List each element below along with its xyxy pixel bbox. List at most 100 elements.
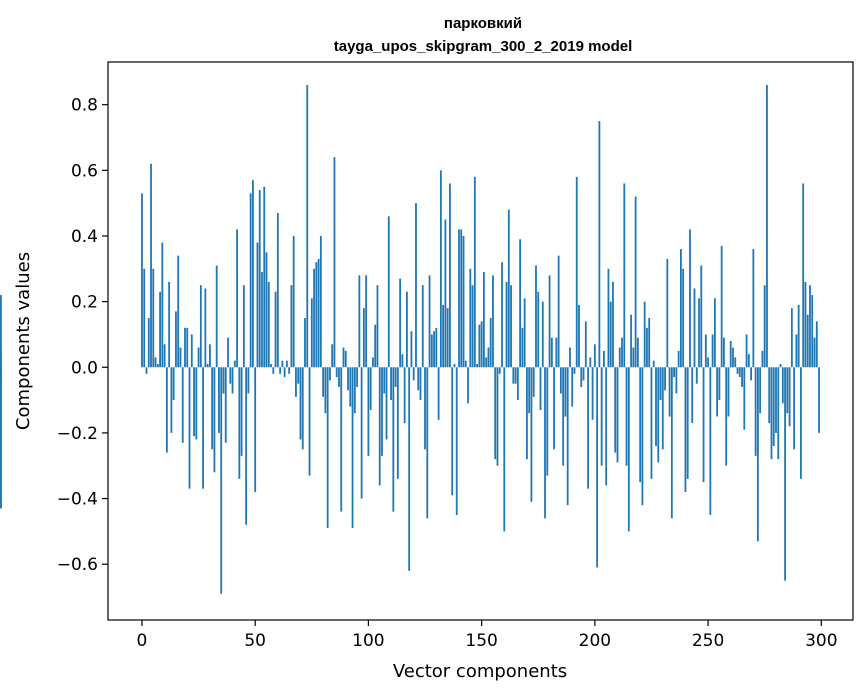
bar-129 [433,331,435,368]
bars-group [0,84,820,594]
bar-237 [677,350,680,368]
bar-108 [385,367,388,440]
bar-194 [580,367,583,387]
bar-15 [175,311,177,368]
bar-102 [372,357,374,368]
y-tick-label: 0.0 [71,358,98,378]
bar-95 [356,367,358,387]
bar-91 [347,367,349,391]
bar-243 [691,367,694,424]
bar-89 [342,347,345,368]
bar-176 [539,367,542,410]
bar-283 [781,367,784,404]
bar-198 [589,357,592,368]
bar-293 [804,281,807,368]
bar-132 [439,170,442,368]
bar-110 [390,367,392,401]
bar-200 [593,344,596,368]
chart-subtitle: tayga_upos_skipgram_300_2_2019 model [334,38,633,55]
bar-191 [573,367,576,374]
bar-26 [199,285,202,368]
bar-268 [747,354,750,368]
bar-136 [449,183,451,368]
bar-181 [550,337,553,368]
bar-164 [512,367,515,384]
y-tick-label: −0.4 [57,490,98,510]
bar-61 [279,367,281,374]
bar-87 [338,367,340,387]
bar-180 [548,275,551,368]
bar-10 [163,344,166,368]
bar-79 [319,235,322,368]
bar-140 [458,229,460,368]
bar-75 [310,298,313,368]
x-tick-label: 300 [805,631,837,651]
bar-41 [233,360,236,368]
bar-81 [324,367,327,414]
y-tick-label: 0.4 [71,227,98,247]
bar-276 [766,84,768,368]
bar-256 [720,245,723,368]
bar-235 [673,367,676,378]
bar-258 [725,367,728,466]
bar-22 [190,334,193,368]
bar-6 [154,357,157,368]
bar-86 [335,367,338,378]
bar-64 [285,360,288,368]
bar-93 [351,367,354,529]
bar-173 [532,367,535,397]
bar-30 [208,344,211,368]
bar-47 [247,367,250,394]
bar-46 [245,367,248,525]
bar-155 [492,275,494,368]
bar-199 [591,367,594,420]
bar-190 [571,367,574,407]
bar-192 [575,176,578,368]
bar-264 [738,367,741,378]
bar-142 [462,235,465,368]
bar-197 [587,367,589,489]
bar-96 [358,275,361,368]
bar-288 [793,367,796,450]
bar-263 [736,367,739,374]
x-tick-label: 0 [137,631,148,651]
bar-92 [349,367,352,407]
bar-148 [476,363,479,368]
bar-294 [806,314,809,368]
bar-25 [197,347,200,368]
bar-154 [489,318,492,368]
bar-23 [193,367,195,437]
bar-272 [756,367,759,542]
bar-236 [675,367,678,394]
bar-121 [415,203,417,368]
bar-24 [195,367,198,440]
bar-29 [206,363,209,368]
bar-161 [505,281,508,368]
bar-259 [727,367,730,417]
bar-226 [652,360,655,368]
bar-251 [709,367,712,515]
bar-179 [546,367,549,476]
bar-261 [732,347,734,368]
bar-284 [784,367,786,581]
bar-252 [711,334,714,368]
bar-149 [478,324,481,368]
bar-106 [381,367,383,456]
bar-135 [446,308,449,368]
y-tick-label: 0.6 [71,161,98,181]
bar-162 [507,209,510,368]
bar-292 [802,183,805,368]
bar-297 [813,337,816,368]
bar-280 [775,367,777,433]
plot-frame [107,61,854,621]
bar-54 [263,186,266,368]
y-tick-label: 0.2 [71,293,98,313]
bar-88 [340,367,343,512]
bar-109 [387,216,390,368]
bar-185 [559,367,562,394]
bar-118 [408,367,411,571]
y-tick-label: 0.8 [71,96,98,116]
bar-227 [655,367,657,447]
bar-221 [641,367,644,506]
bar-112 [394,367,397,387]
